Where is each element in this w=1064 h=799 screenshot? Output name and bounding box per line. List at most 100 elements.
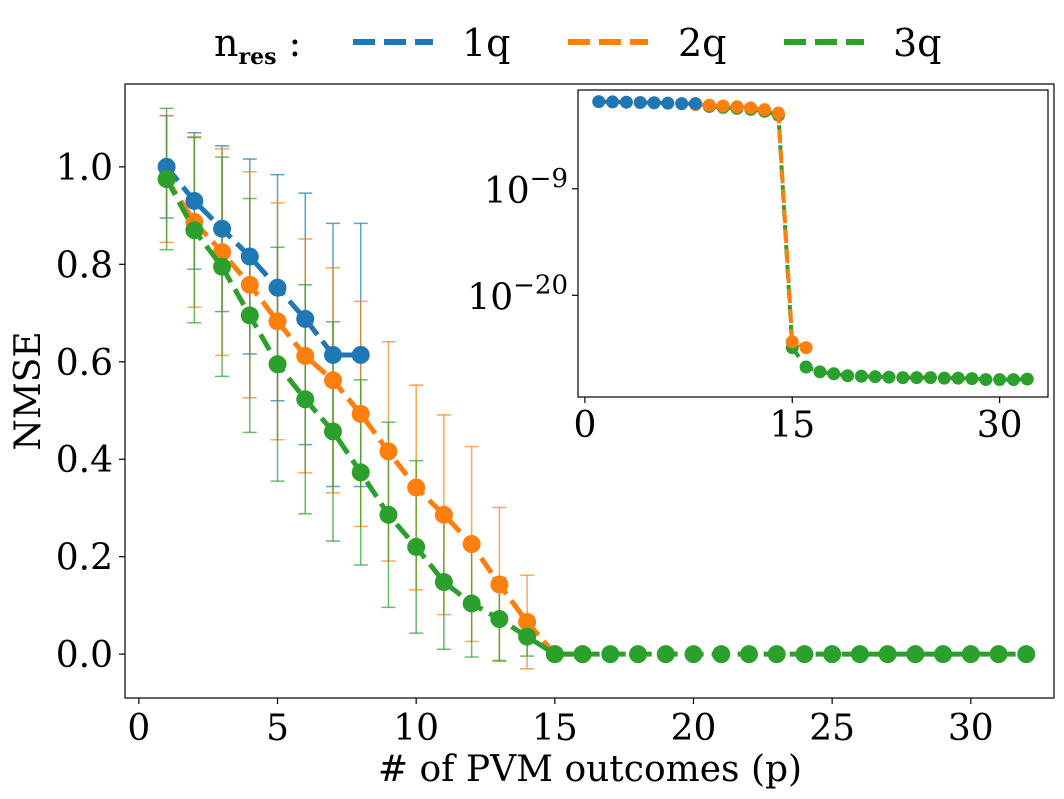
data-point-2q bbox=[462, 535, 481, 554]
data-point-3q bbox=[490, 610, 509, 629]
main-x-tick-label: 15 bbox=[532, 708, 578, 749]
inset-data-point-3q bbox=[813, 365, 827, 379]
series-2q bbox=[157, 170, 592, 664]
data-point-1q bbox=[213, 219, 232, 238]
data-point-3q bbox=[434, 573, 453, 592]
main-x-tick-label: 10 bbox=[393, 708, 439, 749]
inset-y-tick-exponent: −20 bbox=[513, 270, 568, 300]
data-point-3q bbox=[407, 537, 426, 556]
main-y-ticks: 0.0 0.2 0.4 0.6 0.8 1.0 bbox=[56, 148, 125, 676]
inset-data-point-1q bbox=[606, 95, 620, 109]
inset-data-point-3q bbox=[827, 367, 841, 381]
legend-title-suffix: : bbox=[276, 21, 301, 65]
inset-data-point-1q bbox=[592, 95, 606, 109]
inset-series bbox=[592, 95, 1034, 387]
inset-data-point-3q bbox=[896, 371, 910, 385]
data-point-3q bbox=[240, 306, 259, 325]
inset-data-point-2q bbox=[758, 103, 772, 117]
data-point-2q bbox=[490, 575, 509, 594]
inset-data-point-3q bbox=[868, 370, 882, 384]
data-point-3q bbox=[906, 645, 925, 664]
inset-y-tick-exponent: −9 bbox=[530, 164, 568, 194]
inset-y-tick-base: 10 bbox=[484, 171, 530, 212]
data-point-3q bbox=[795, 645, 814, 664]
main-x-ticks: 0 5 10 15 20 25 30 bbox=[127, 698, 994, 749]
main-x-tick-label: 25 bbox=[809, 708, 855, 749]
inset-x-tick-label: 0 bbox=[573, 405, 596, 446]
data-point-2q bbox=[213, 243, 232, 262]
inset-data-point-1q bbox=[675, 97, 689, 111]
inset-data-point-2q bbox=[702, 98, 716, 112]
data-point-2q bbox=[518, 612, 537, 631]
main-x-tick-label: 20 bbox=[671, 708, 717, 749]
data-point-2q bbox=[240, 275, 259, 294]
inset-x-ticks: 0 15 30 bbox=[573, 397, 1023, 446]
data-point-3q bbox=[656, 645, 675, 664]
data-point-3q bbox=[518, 627, 537, 646]
legend-label-1q: 1q bbox=[462, 21, 511, 65]
inset-y-tick-base: 10 bbox=[467, 277, 513, 318]
inset-data-point-2q bbox=[799, 341, 813, 355]
inset-x-tick-label: 15 bbox=[769, 405, 815, 446]
data-point-2q bbox=[323, 371, 342, 390]
data-point-3q bbox=[989, 645, 1008, 664]
main-x-tick-label: 0 bbox=[127, 708, 150, 749]
inset-data-point-3q bbox=[993, 373, 1007, 387]
inset-data-point-2q bbox=[716, 99, 730, 113]
inset-data-point-1q bbox=[689, 97, 702, 111]
inset-data-point-3q bbox=[979, 373, 993, 387]
data-point-3q bbox=[684, 645, 703, 664]
inset-plot-frame bbox=[577, 89, 1049, 398]
inset-data-point-2q bbox=[771, 106, 785, 120]
data-point-3q bbox=[573, 645, 592, 664]
main-plot-frame bbox=[124, 83, 1055, 699]
data-point-3q bbox=[767, 645, 786, 664]
data-point-3q bbox=[379, 505, 398, 524]
data-point-2q bbox=[351, 404, 370, 423]
data-point-1q bbox=[296, 309, 315, 328]
data-point-3q bbox=[1017, 645, 1036, 664]
inset-data-point-3q bbox=[799, 360, 813, 374]
data-point-3q bbox=[850, 645, 869, 664]
main-y-tick-label: 0.8 bbox=[56, 245, 113, 286]
inset-data-point-1q bbox=[661, 96, 675, 110]
data-point-3q bbox=[185, 221, 204, 240]
main-y-tick-label: 0.6 bbox=[56, 343, 113, 384]
main-y-tick-label: 0.2 bbox=[56, 538, 113, 579]
data-point-3q bbox=[213, 257, 232, 276]
data-point-1q bbox=[323, 345, 342, 364]
inset-y-ticks: 10−910−20 bbox=[467, 164, 578, 318]
legend-label-2q: 2q bbox=[678, 21, 727, 65]
inset-data-point-3q bbox=[965, 372, 979, 386]
main-y-tick-label: 0.4 bbox=[56, 440, 113, 481]
inset-series-1q bbox=[592, 95, 702, 111]
inset-background bbox=[578, 90, 1048, 397]
inset-axes: 0 15 30 10−910−20 bbox=[467, 89, 1049, 446]
data-point-3q bbox=[934, 645, 953, 664]
legend-title-base: n bbox=[214, 21, 238, 65]
data-point-2q bbox=[296, 346, 315, 365]
inset-data-point-3q bbox=[854, 369, 868, 383]
data-point-3q bbox=[601, 645, 620, 664]
main-series bbox=[157, 107, 1036, 670]
inset-data-point-3q bbox=[910, 371, 924, 385]
y-axis-title: NMSE bbox=[8, 331, 49, 450]
data-point-3q bbox=[268, 355, 287, 374]
data-point-2q bbox=[268, 312, 287, 331]
series-1q bbox=[157, 157, 370, 364]
data-point-3q bbox=[961, 645, 980, 664]
inset-data-point-1q bbox=[619, 95, 633, 109]
data-point-1q bbox=[185, 191, 204, 210]
main-y-tick-label: 0.0 bbox=[56, 635, 113, 676]
main-y-tick-label: 1.0 bbox=[56, 148, 113, 189]
data-point-3q bbox=[351, 463, 370, 482]
series-3q bbox=[157, 170, 1036, 664]
inset-data-point-2q bbox=[730, 100, 744, 114]
inset-y-tick-label: 10−20 bbox=[467, 270, 568, 318]
data-point-1q bbox=[351, 345, 370, 364]
main-x-tick-label: 30 bbox=[948, 708, 994, 749]
legend: nres : 1q 2q 3q bbox=[214, 21, 942, 70]
data-point-3q bbox=[296, 390, 315, 409]
data-point-3q bbox=[545, 645, 564, 664]
